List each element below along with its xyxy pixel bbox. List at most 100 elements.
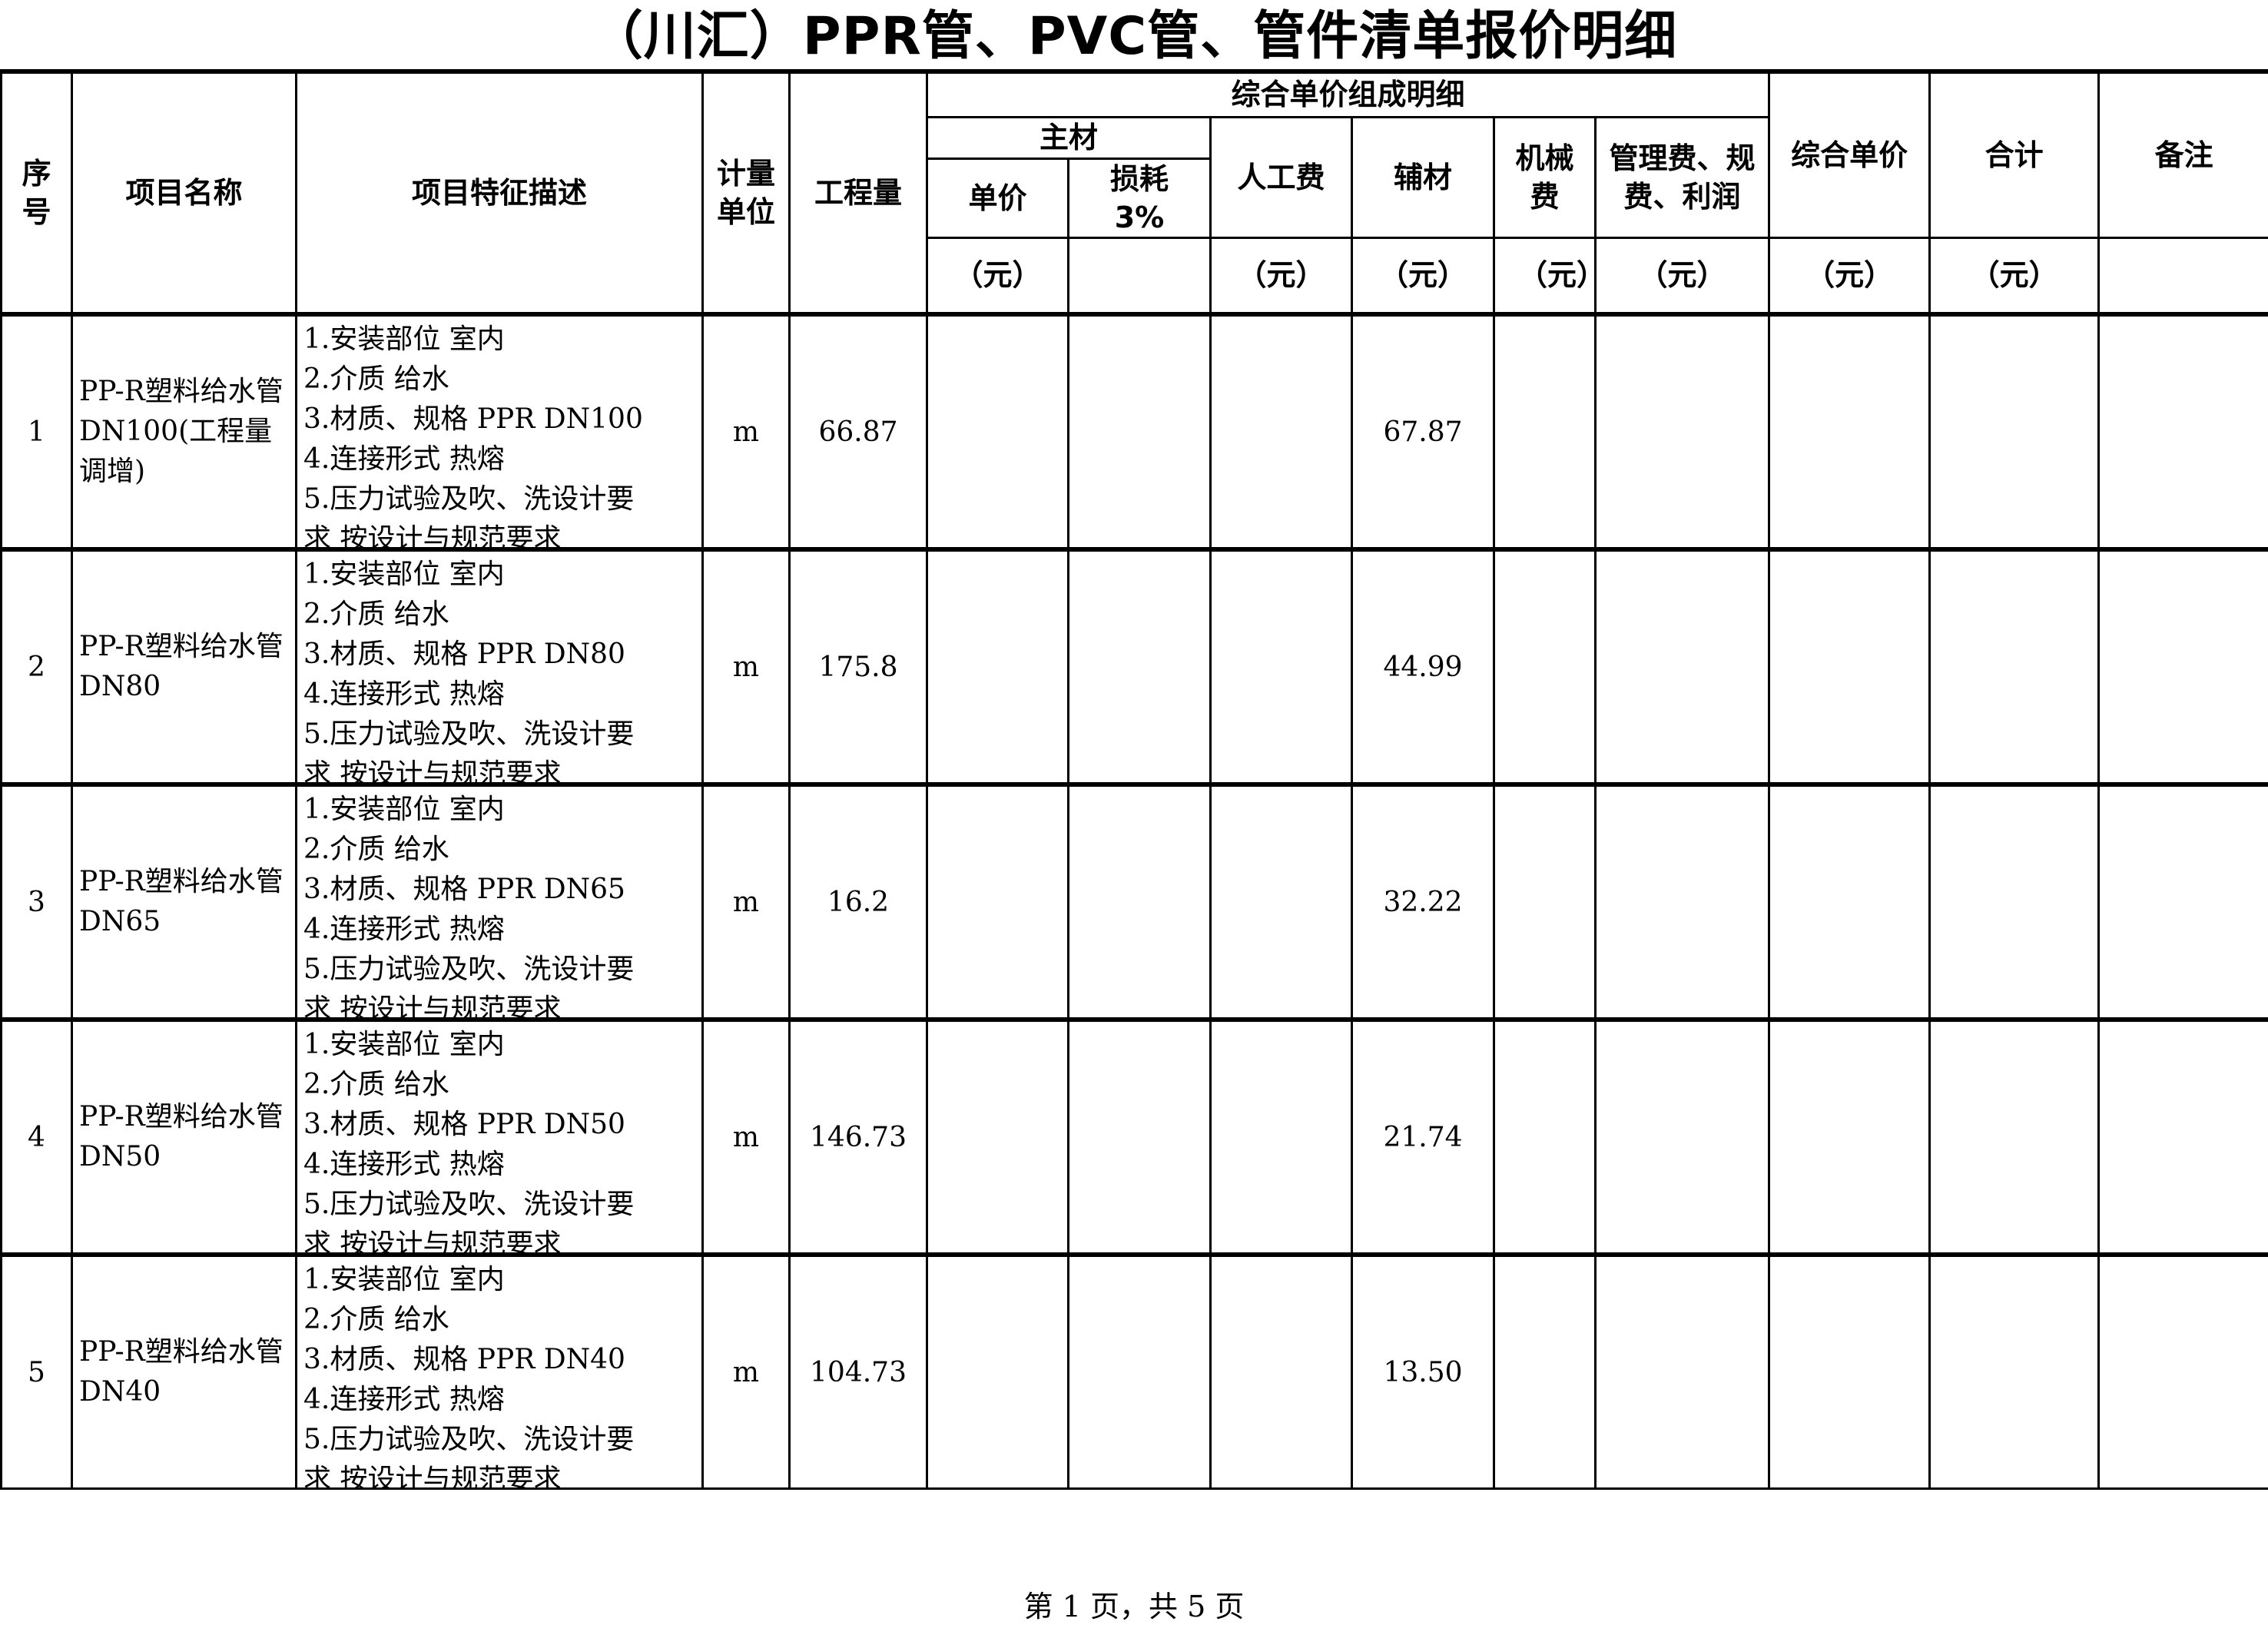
- row-aux: 32.22: [1352, 784, 1494, 1020]
- yuan-aux: （元）: [1352, 237, 1494, 314]
- row-total: [1930, 314, 2099, 549]
- row-unit-price: [927, 549, 1069, 784]
- row-mgmt: [1596, 784, 1769, 1020]
- page-footer: 第 1 页，共 5 页: [0, 1583, 2268, 1625]
- row-total: [1930, 784, 2099, 1020]
- desc-line: 3.材质、规格 PPR DN100: [303, 400, 701, 439]
- row-comp-price: [1769, 314, 1930, 549]
- desc-line: 1.安装部位 室内: [303, 555, 701, 595]
- row-qty: 175.8: [790, 549, 927, 784]
- desc-line: 求 按设计与规范要求: [303, 1460, 701, 1487]
- desc-line: 2.介质 给水: [303, 1300, 701, 1340]
- row-machine: [1494, 314, 1596, 549]
- quote-table: 序号 项目名称 项目特征描述 计量单位 工程量 综合单价组成明细 综合单价 合计…: [0, 69, 2268, 1490]
- header-loss: 损耗3%: [1069, 158, 1211, 237]
- row-comp-price: [1769, 1255, 1930, 1489]
- header-name: 项目名称: [72, 71, 297, 314]
- header-total: 合计: [1930, 71, 2099, 237]
- yuan-loss-empty: [1069, 237, 1211, 314]
- desc-line: 求 按设计与规范要求: [303, 990, 701, 1017]
- row-seq: 5: [2, 1255, 72, 1489]
- row-unit-price: [927, 314, 1069, 549]
- desc-line: 4.连接形式 热熔: [303, 910, 701, 950]
- row-unit: m: [703, 549, 790, 784]
- row-loss: [1069, 1020, 1211, 1255]
- yuan-remark-empty: [2099, 237, 2268, 314]
- row-remark: [2099, 314, 2268, 549]
- row-labor: [1211, 314, 1352, 549]
- desc-line: 2.介质 给水: [303, 360, 701, 400]
- row-remark: [2099, 549, 2268, 784]
- row-name: PP-R塑料给水管DN50: [72, 1020, 297, 1255]
- row-comp-price: [1769, 1020, 1930, 1255]
- yuan-unit-price: （元）: [927, 237, 1069, 314]
- desc-line: 5.压力试验及吹、洗设计要: [303, 1185, 701, 1225]
- header-aux: 辅材: [1352, 117, 1494, 237]
- header-mgmt: 管理费、规费、利润: [1596, 117, 1769, 237]
- row-machine: [1494, 1255, 1596, 1489]
- row-seq: 4: [2, 1020, 72, 1255]
- desc-line: 2.介质 给水: [303, 830, 701, 870]
- yuan-total: （元）: [1930, 237, 2099, 314]
- header-main-material: 主材: [927, 117, 1211, 158]
- row-loss: [1069, 314, 1211, 549]
- row-mgmt: [1596, 1020, 1769, 1255]
- row-seq: 1: [2, 314, 72, 549]
- desc-line: 1.安装部位 室内: [303, 320, 701, 360]
- desc-line: 5.压力试验及吹、洗设计要: [303, 715, 701, 754]
- desc-line: 求 按设计与规范要求: [303, 1225, 701, 1252]
- row-total: [1930, 1255, 2099, 1489]
- yuan-labor: （元）: [1211, 237, 1352, 314]
- row-unit-price: [927, 784, 1069, 1020]
- row-unit: m: [703, 1020, 790, 1255]
- header-seq: 序号: [2, 71, 72, 314]
- header-unit-price: 单价: [927, 158, 1069, 237]
- row-aux: 44.99: [1352, 549, 1494, 784]
- header-comp-price: 综合单价: [1769, 71, 1930, 237]
- header-unit: 计量单位: [703, 71, 790, 314]
- desc-line: 求 按设计与规范要求: [303, 754, 701, 782]
- row-labor: [1211, 1020, 1352, 1255]
- desc-line: 2.介质 给水: [303, 1065, 701, 1105]
- row-loss: [1069, 784, 1211, 1020]
- yuan-machine: （元）: [1494, 237, 1596, 314]
- row-total: [1930, 1020, 2099, 1255]
- page-title: （川汇）PPR管、PVC管、管件清单报价明细: [0, 0, 2268, 69]
- header-machine: 机械费: [1494, 117, 1596, 237]
- row-mgmt: [1596, 314, 1769, 549]
- desc-line: 1.安装部位 室内: [303, 790, 701, 830]
- row-mgmt: [1596, 1255, 1769, 1489]
- header-remark: 备注: [2099, 71, 2268, 237]
- desc-line: 3.材质、规格 PPR DN65: [303, 870, 701, 910]
- desc-line: 1.安装部位 室内: [303, 1260, 701, 1300]
- yuan-mgmt: （元）: [1596, 237, 1769, 314]
- desc-line: 3.材质、规格 PPR DN50: [303, 1105, 701, 1145]
- desc-line: 求 按设计与规范要求: [303, 519, 701, 547]
- row-comp-price: [1769, 784, 1930, 1020]
- row-seq: 2: [2, 549, 72, 784]
- row-qty: 146.73: [790, 1020, 927, 1255]
- row-qty: 66.87: [790, 314, 927, 549]
- row-qty: 16.2: [790, 784, 927, 1020]
- yuan-comp-price: （元）: [1769, 237, 1930, 314]
- row-labor: [1211, 1255, 1352, 1489]
- row-remark: [2099, 784, 2268, 1020]
- row-comp-price: [1769, 549, 1930, 784]
- row-loss: [1069, 549, 1211, 784]
- row-aux: 13.50: [1352, 1255, 1494, 1489]
- header-desc: 项目特征描述: [297, 71, 703, 314]
- row-unit-price: [927, 1255, 1069, 1489]
